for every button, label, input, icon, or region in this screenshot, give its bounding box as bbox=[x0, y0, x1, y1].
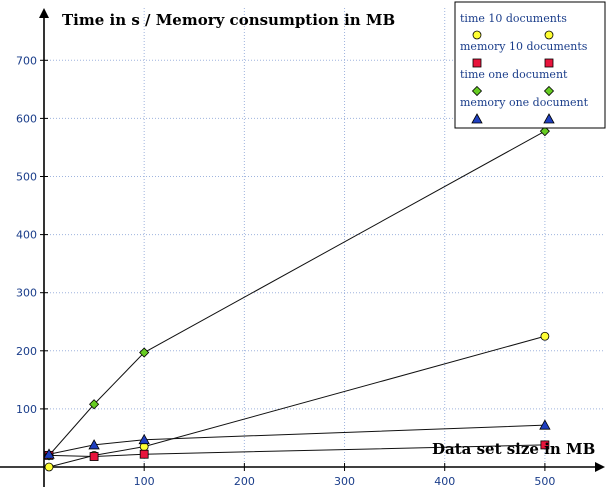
axes bbox=[0, 8, 605, 487]
legend-label-0: time 10 documents bbox=[460, 12, 567, 25]
data-point-s3-2 bbox=[138, 433, 150, 445]
legend-marker-1-a bbox=[472, 58, 482, 68]
y-tick-label-500: 500 bbox=[16, 170, 37, 183]
series-line-1 bbox=[48, 444, 545, 458]
legend-marker-3-b bbox=[543, 113, 555, 124]
y-tick-label-300: 300 bbox=[16, 287, 37, 300]
series-line-2 bbox=[48, 130, 546, 456]
data-point-s3-0 bbox=[43, 448, 55, 459]
legend-label-3: memory one document bbox=[460, 96, 589, 109]
chart-title: Time in s / Memory consumption in MB bbox=[62, 11, 395, 29]
y-tick-label-400: 400 bbox=[16, 229, 37, 242]
x-tick-label-500: 500 bbox=[534, 475, 555, 488]
data-point-s1-1 bbox=[89, 452, 99, 461]
y-axis-arrow bbox=[39, 8, 49, 18]
data-point-s2-1 bbox=[89, 399, 100, 410]
data-point-s1-2 bbox=[139, 449, 149, 459]
x-tick-label-400: 400 bbox=[434, 475, 455, 488]
series-line-0 bbox=[48, 335, 546, 468]
x-tick-label-200: 200 bbox=[234, 475, 255, 488]
y-tick-label-600: 600 bbox=[16, 112, 37, 125]
data-point-s3-1 bbox=[88, 439, 100, 450]
x-tick-label-300: 300 bbox=[334, 475, 355, 488]
x-axis-arrow bbox=[595, 462, 605, 472]
tick-labels: 100 200 300 400 500 600 700 100 200 300 400 500 bbox=[16, 54, 555, 488]
legend-marker-2-b bbox=[543, 85, 555, 97]
x-tick-label-100: 100 bbox=[134, 475, 155, 488]
series-line-3 bbox=[48, 424, 545, 455]
series bbox=[43, 126, 551, 472]
y-tick-label-200: 200 bbox=[16, 345, 37, 358]
legend-marker-3-a bbox=[471, 113, 483, 124]
x-axis-label: Data set size in MB bbox=[432, 440, 595, 458]
y-tick-label-700: 700 bbox=[16, 54, 37, 67]
legend-label-2: time one document bbox=[460, 68, 568, 81]
legend-marker-0-a bbox=[472, 30, 482, 40]
data-point-s0-0 bbox=[44, 462, 54, 472]
legend-marker-0-b bbox=[544, 30, 554, 40]
data-point-s3-3 bbox=[539, 419, 551, 430]
y-tick-label-100: 100 bbox=[16, 403, 37, 416]
legend-label-1: memory 10 documents bbox=[460, 40, 588, 53]
legend-marker-1-b bbox=[544, 58, 554, 68]
legend: time 10 documents memory 10 documents time… bbox=[454, 1, 606, 129]
data-point-s0-3 bbox=[540, 331, 550, 341]
data-point-s1-3 bbox=[540, 440, 550, 450]
data-point-s2-2 bbox=[139, 347, 150, 358]
data-point-s2-3 bbox=[539, 126, 550, 137]
legend-marker-2-a bbox=[471, 85, 483, 97]
gridlines bbox=[44, 8, 605, 467]
